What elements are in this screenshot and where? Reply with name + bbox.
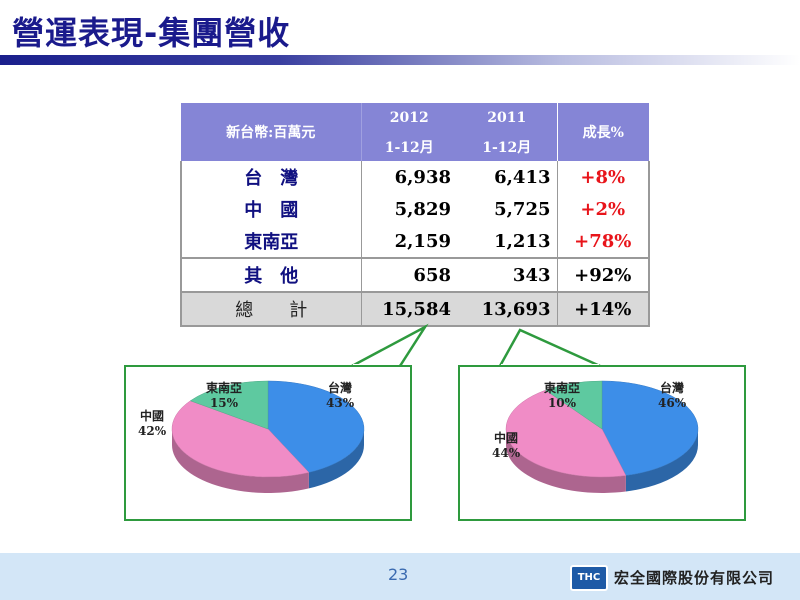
table-total-row: 總 計 15,584 13,693 +14%: [180, 292, 650, 326]
title-underline-bar: [0, 55, 800, 65]
pie-label-sea: 東南亞 15%: [206, 381, 242, 411]
table-row: 台 灣 6,938 6,413 +8%: [180, 161, 650, 193]
label-pct: 42%: [138, 424, 167, 438]
pie-box-2012: 東南亞 15% 台灣 43% 中國 42%: [124, 365, 412, 521]
pie-slice-taiwan: [601, 380, 699, 476]
label-pct: 46%: [658, 396, 687, 410]
col-2012-period: 1-12月: [384, 139, 434, 156]
pie-slice-side-taiwan: [308, 429, 364, 489]
col-2012-year: 2012: [389, 109, 429, 126]
region-name: 中 國: [180, 193, 362, 225]
col-growth: 成長%: [556, 103, 649, 161]
value-2012: 5,829: [394, 198, 451, 220]
label-pct: 44%: [492, 446, 521, 460]
table-row: 東南亞 2,159 1,213 +78%: [180, 225, 650, 258]
total-2012: 15,584: [361, 292, 457, 326]
page-number: 23: [388, 565, 409, 584]
table-row: 中 國 5,829 5,725 +2%: [180, 193, 650, 225]
value-2011: 5,725: [494, 198, 551, 220]
total-2011: 13,693: [457, 292, 557, 326]
pie-slice-sea: [545, 380, 603, 430]
unit-header: 新台幣:百萬元: [181, 103, 362, 161]
pie-chart-2012: [171, 380, 365, 493]
company-logo-icon: THC: [570, 565, 608, 591]
page-title: 營運表現-集團營收: [12, 14, 291, 52]
pie-label-china: 中國 42%: [138, 409, 166, 439]
table-row: 其 他 658 343 +92%: [180, 258, 650, 292]
label-text: 東南亞: [544, 381, 581, 395]
pie-label-sea: 東南亞 10%: [544, 381, 580, 411]
pie-slice-china: [171, 400, 310, 478]
growth-value: +2%: [556, 193, 650, 225]
region-name: 東南亞: [180, 225, 362, 258]
value-2012: 658: [413, 264, 451, 286]
table-header-row: 新台幣:百萬元 2012 2011 成長%: [181, 103, 649, 161]
pie-slice-sea: [189, 380, 269, 430]
col-2011-year: 2011: [487, 109, 527, 126]
value-2011: 1,213: [494, 230, 551, 252]
pie-box-2011: 東南亞 10% 台灣 46% 中國 44%: [458, 365, 746, 521]
pie-label-china: 中國 44%: [492, 431, 520, 461]
pie-slice-china: [505, 389, 627, 478]
label-text: 東南亞: [206, 381, 243, 395]
region-name: 台 灣: [180, 161, 362, 193]
value-2011: 343: [512, 264, 551, 286]
growth-value: +92%: [556, 258, 650, 292]
region-name: 其 他: [180, 258, 362, 292]
total-growth: +14%: [556, 292, 650, 326]
growth-value: +78%: [556, 225, 650, 258]
label-text: 台灣: [660, 381, 685, 395]
footer-bar: [0, 553, 800, 600]
label-pct: 43%: [326, 396, 355, 410]
company-name: 宏全國際股份有限公司: [614, 569, 775, 587]
label-text: 台灣: [328, 381, 353, 395]
growth-value: +8%: [556, 161, 650, 193]
value-2012: 6,938: [394, 166, 451, 188]
value-2011: 6,413: [494, 166, 551, 188]
label-pct: 10%: [547, 396, 577, 410]
total-label: 總 計: [180, 292, 362, 326]
label-text: 中國: [494, 431, 519, 445]
revenue-table: 新台幣:百萬元 2012 2011 成長% 1-12月 1-12月 台 灣 6,…: [180, 103, 650, 327]
label-text: 中國: [140, 409, 165, 423]
col-2011-period: 1-12月: [482, 139, 532, 156]
value-2012: 2,159: [394, 230, 451, 252]
pie-label-taiwan: 台灣 43%: [326, 381, 354, 411]
pie-label-taiwan: 台灣 46%: [658, 381, 686, 411]
pie-chart-2011: [505, 380, 699, 493]
pie-slice-taiwan: [267, 380, 365, 473]
pie-slice-side-taiwan: [625, 429, 698, 492]
label-pct: 15%: [209, 396, 239, 410]
